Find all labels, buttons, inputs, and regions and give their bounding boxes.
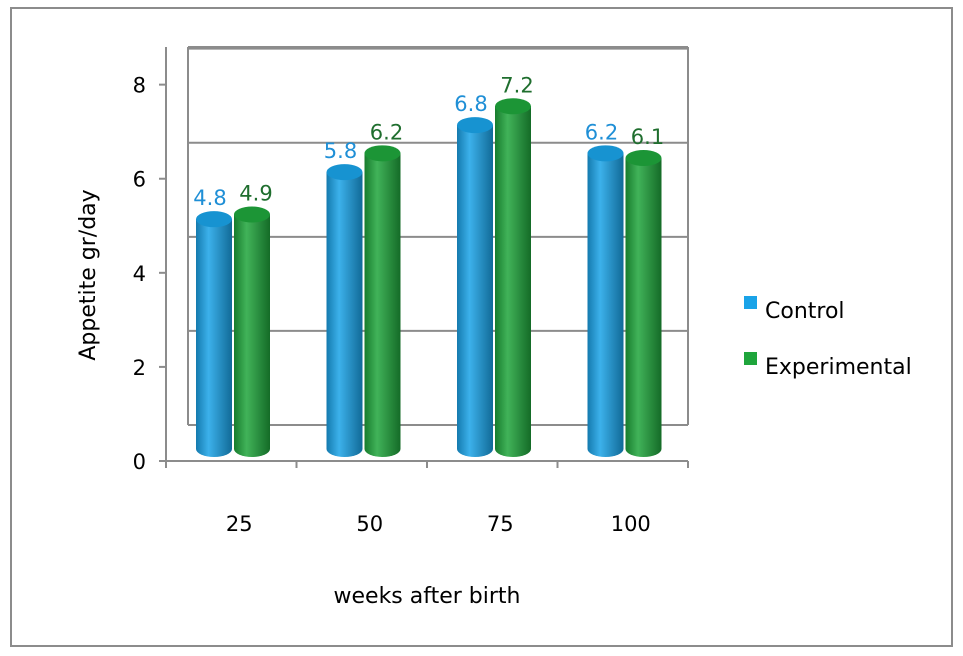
- data-label: 4.8: [193, 186, 226, 210]
- bars: [196, 98, 662, 458]
- data-label: 6.1: [631, 125, 664, 149]
- data-label: 4.9: [239, 181, 272, 205]
- data-label: 6.2: [370, 120, 403, 144]
- bar-body: [234, 214, 270, 457]
- bar-control-100: [587, 145, 624, 457]
- x-tick-label: 75: [487, 512, 514, 536]
- bar-cap: [457, 117, 493, 134]
- bar-body: [196, 219, 232, 457]
- legend-swatch-experimental: [744, 352, 757, 365]
- bar-body: [495, 106, 531, 457]
- bar-control-75: [457, 117, 493, 457]
- bar-cap: [326, 164, 363, 181]
- bar-cap: [364, 145, 401, 162]
- y-axis-title: Appetite gr/day: [76, 189, 101, 360]
- data-labels: 4.8 4.9 5.8 6.2 6.8 7.2 6.2 6.1: [193, 73, 664, 210]
- x-tick-label: 50: [356, 512, 383, 536]
- bar-experimental-25: [234, 206, 270, 457]
- y-tick-label: 0: [133, 450, 146, 474]
- bar-experimental-75: [495, 98, 531, 457]
- data-label: 6.2: [585, 120, 618, 144]
- bar-cap: [625, 150, 662, 167]
- y-tick-label: 6: [133, 168, 146, 192]
- axes: [159, 47, 689, 468]
- bar-control-25: [196, 211, 232, 457]
- bar-cap: [495, 98, 531, 115]
- bar-experimental-50: [364, 145, 401, 457]
- bar-body: [625, 158, 662, 458]
- data-label: 5.8: [324, 139, 357, 163]
- bar-control-50: [326, 164, 363, 458]
- bar-cap: [587, 145, 624, 162]
- y-tick-label: 2: [133, 356, 146, 380]
- bar-experimental-100: [625, 150, 662, 458]
- bar-body: [364, 153, 401, 457]
- x-tick-label: 25: [226, 512, 253, 536]
- legend: Control Experimental: [744, 296, 912, 380]
- bar-body: [326, 172, 363, 458]
- bar-cap: [234, 206, 270, 223]
- bar-body: [457, 125, 493, 457]
- legend-label-experimental: Experimental: [765, 355, 912, 380]
- x-tick-label: 100: [611, 512, 651, 536]
- x-axis-title: weeks after birth: [334, 584, 521, 609]
- y-tick-label: 4: [133, 262, 146, 286]
- legend-label-control: Control: [765, 299, 845, 324]
- bar-cap: [196, 211, 232, 228]
- bar-body: [587, 153, 624, 457]
- tick-labels: 0 2 4 6 8 25 50 75 100: [133, 74, 651, 536]
- data-label: 6.8: [454, 92, 487, 116]
- legend-swatch-control: [744, 296, 757, 309]
- y-tick-label: 8: [133, 74, 146, 98]
- data-label: 7.2: [500, 73, 533, 97]
